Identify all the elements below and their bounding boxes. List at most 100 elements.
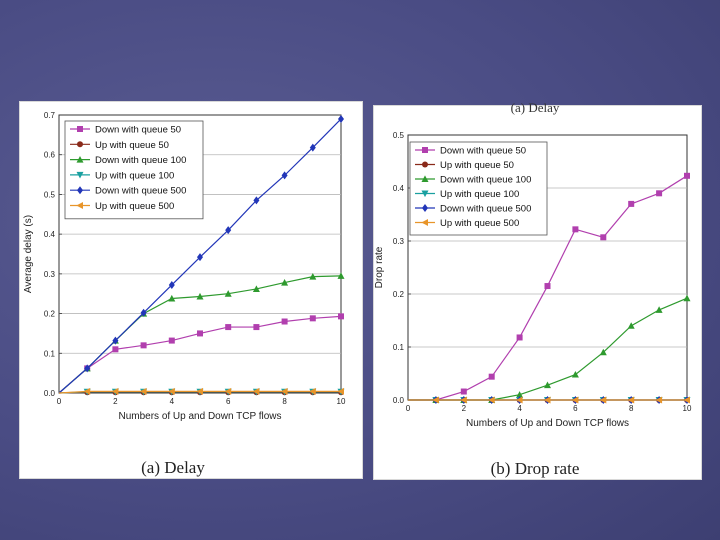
drop-legend-label: Up with queue 50	[440, 160, 514, 171]
drop-data-point	[571, 396, 579, 404]
delay-data-point	[225, 226, 232, 235]
drop-data-point	[516, 334, 523, 341]
drop-y-tick-label: 0.0	[393, 396, 405, 405]
delay-data-point	[253, 196, 260, 205]
drop-legend-label: Down with queue 50	[440, 146, 526, 157]
delay-legend-marker	[76, 156, 84, 163]
delay-data-point	[168, 387, 175, 395]
drop-y-tick-label: 0.2	[393, 290, 405, 299]
delay-legend-label: Up with queue 100	[95, 170, 174, 181]
drop-data-point	[655, 306, 663, 313]
delay-y-axis-label: Average delay (s)	[23, 215, 34, 293]
delay-legend-label: Up with queue 500	[95, 201, 174, 212]
delay-data-point	[252, 285, 260, 292]
drop-top-caption: (a) Delay	[511, 100, 560, 115]
delay-data-point	[197, 253, 203, 262]
delay-data-point	[140, 387, 147, 395]
delay-data-point	[168, 294, 176, 302]
drop-data-point	[432, 396, 439, 404]
delay-x-tick-label: 0	[57, 397, 62, 406]
drop-x-tick-label: 0	[406, 404, 411, 413]
delay-data-point	[140, 308, 147, 317]
delay-data-point	[140, 342, 147, 349]
drop-x-axis-label: Numbers of Up and Down TCP flows	[466, 418, 629, 429]
delay-data-point	[197, 330, 203, 337]
drop-x-tick-label: 4	[517, 404, 522, 413]
delay-legend-box	[64, 120, 204, 220]
drop-legend-marker	[422, 147, 428, 153]
drop-data-point	[655, 396, 663, 404]
delay-legend-marker	[76, 171, 84, 179]
delay-data-point	[224, 290, 232, 297]
drop-data-point	[599, 396, 607, 404]
drop-legend-marker	[422, 204, 428, 212]
drop-y-axis-label: Drop rate	[374, 246, 385, 288]
drop-data-point	[544, 381, 551, 389]
drop-legend-box	[409, 141, 548, 236]
delay-legend-marker	[76, 202, 83, 209]
delay-x-tick-label: 4	[170, 397, 175, 406]
drop-data-point	[572, 226, 579, 233]
drop-x-tick-label: 10	[683, 404, 692, 413]
drop-x-tick-label: 8	[629, 404, 634, 413]
delay-data-point	[338, 313, 344, 320]
drop-data-point	[460, 388, 467, 395]
drop-x-tick-label: 2	[462, 404, 467, 413]
delay-legend-label: Down with queue 100	[95, 155, 186, 166]
drop-legend-marker	[422, 161, 428, 168]
delay-x-tick-label: 10	[337, 397, 346, 406]
delay-data-point	[309, 387, 316, 395]
drop-y-tick-label: 0.3	[393, 237, 405, 246]
delay-data-point	[111, 387, 119, 395]
delay-x-tick-label: 8	[282, 397, 287, 406]
delay-data-point	[112, 346, 119, 353]
drop-data-point	[543, 396, 551, 404]
delay-legend-marker	[77, 186, 83, 195]
drop-data-point	[627, 322, 635, 329]
delay-x-tick-label: 6	[226, 397, 231, 406]
drop-legend-label: Up with queue 100	[440, 189, 519, 200]
delay-data-point	[168, 337, 175, 344]
delay-y-tick-label: 0.5	[44, 190, 56, 199]
delay-x-axis-label: Numbers of Up and Down TCP flows	[118, 411, 281, 422]
drop-legend-marker	[421, 175, 429, 182]
delay-caption: (a) Delay	[141, 458, 205, 477]
delay-data-point	[338, 114, 344, 123]
delay-legend-label: Down with queue 50	[95, 125, 181, 136]
delay-y-tick-label: 0.0	[44, 389, 56, 398]
drop-y-tick-label: 0.4	[393, 184, 405, 193]
delay-data-point	[83, 387, 91, 395]
drop-caption: (b) Drop rate	[491, 459, 580, 478]
delay-chart-panel: 0.0 0.1 0.2 0.3 0.4 0.5 0.6 0.7 0 2 4 6 8 10 Numbers o…	[19, 101, 363, 479]
drop-legend-label: Up with queue 500	[440, 218, 519, 229]
delay-legend-marker	[77, 126, 83, 132]
drop-data-point	[683, 396, 690, 404]
drop-x-tick-label: 6	[573, 404, 578, 413]
delay-legend-marker	[77, 141, 83, 148]
drop-data-point	[684, 172, 690, 179]
delay-data-point	[281, 278, 289, 286]
delay-legend-label: Up with queue 50	[95, 140, 169, 151]
drop-legend-label: Down with queue 500	[440, 204, 531, 215]
delay-data-point	[252, 387, 260, 395]
delay-x-tick-label: 2	[113, 397, 118, 406]
delay-data-point	[309, 273, 317, 280]
delay-data-point	[309, 315, 316, 322]
drop-data-point	[628, 200, 635, 207]
drop-data-point	[488, 396, 495, 404]
delay-y-tick-label: 0.3	[44, 270, 56, 279]
delay-data-point	[224, 387, 232, 395]
delay-data-point	[281, 171, 288, 180]
delay-data-point	[225, 324, 232, 331]
drop-legend-label: Down with queue 100	[440, 175, 531, 186]
drop-data-point	[488, 373, 495, 380]
drop-data-point	[544, 283, 551, 290]
drop-data-point	[571, 370, 579, 378]
drop-data-point	[627, 396, 635, 404]
drop-y-tick-label: 0.1	[393, 343, 405, 352]
drop-data-point	[599, 348, 607, 356]
delay-data-point	[196, 387, 203, 395]
drop-data-point	[516, 391, 524, 398]
drop-data-point	[683, 294, 691, 302]
delay-data-point	[84, 364, 91, 373]
